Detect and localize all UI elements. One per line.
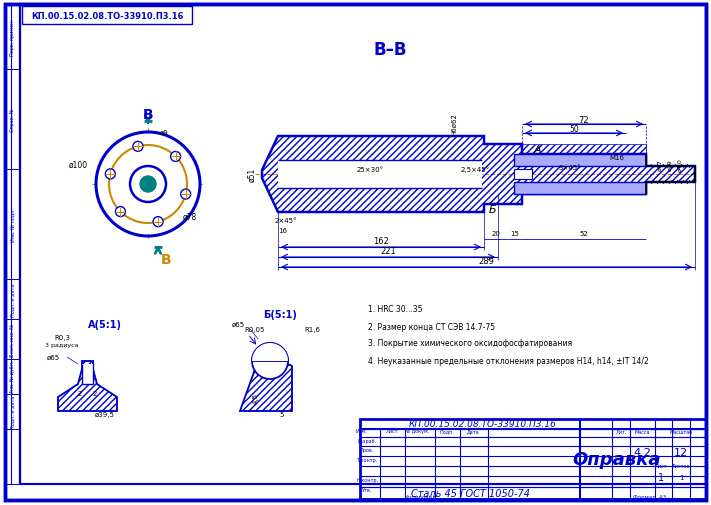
Text: 3×45°: 3×45° — [559, 165, 582, 171]
Text: Разраб.: Разраб. — [358, 439, 377, 443]
Text: № докум.: № докум. — [405, 429, 429, 434]
Text: ø17: ø17 — [658, 159, 663, 171]
Text: 2. Размер конца СТ СЭВ 14.7-75: 2. Размер конца СТ СЭВ 14.7-75 — [368, 322, 495, 331]
Text: КП.00.15.02.08.ТО-33910.П3.16: КП.00.15.02.08.ТО-33910.П3.16 — [409, 420, 557, 429]
Polygon shape — [514, 155, 646, 167]
Text: Подп.: Подп. — [439, 429, 454, 434]
Text: Изм.: Изм. — [356, 429, 367, 434]
Text: 3 радиуса: 3 радиуса — [46, 343, 79, 348]
Polygon shape — [278, 161, 482, 189]
Text: 4. Неуказанные предельные отклонения размеров Н14, h14, ±IT 14/2: 4. Неуказанные предельные отклонения раз… — [368, 356, 648, 365]
Circle shape — [130, 167, 166, 203]
Circle shape — [252, 343, 288, 379]
Text: 2×45°: 2×45° — [274, 218, 297, 224]
Text: Формат  А3: Формат А3 — [634, 494, 667, 499]
Text: А(5:1): А(5:1) — [88, 319, 122, 329]
Text: В–В: В–В — [373, 41, 407, 59]
Text: Подп. и дата: Подп. и дата — [10, 395, 15, 428]
Text: Инв. № подл.: Инв. № подл. — [10, 208, 15, 241]
Text: Н.контр.: Н.контр. — [356, 478, 378, 483]
Text: Листов: Листов — [672, 464, 690, 469]
Text: 1: 1 — [679, 474, 683, 480]
Circle shape — [115, 207, 125, 217]
Polygon shape — [514, 170, 532, 180]
Text: В: В — [143, 108, 154, 122]
Text: 2,5×45°: 2,5×45° — [461, 166, 490, 173]
Text: Оправка: Оправка — [573, 450, 661, 468]
Text: Утв.: Утв. — [362, 487, 372, 492]
Text: 50: 50 — [569, 124, 579, 133]
Text: 25×30°: 25×30° — [356, 167, 383, 173]
Text: 1: 1 — [658, 472, 664, 482]
Text: 1. HRC 30...35: 1. HRC 30...35 — [368, 305, 422, 314]
Text: Б: Б — [488, 205, 496, 215]
Text: Лист: Лист — [386, 429, 398, 434]
Text: 5: 5 — [280, 411, 284, 417]
Circle shape — [105, 170, 115, 180]
Circle shape — [153, 217, 163, 227]
Text: 16: 16 — [279, 228, 287, 233]
Text: 52: 52 — [579, 231, 589, 236]
Text: ø19: ø19 — [668, 159, 673, 171]
Text: Справ. №: Справ. № — [10, 108, 15, 132]
Text: ø9: ø9 — [160, 130, 169, 136]
Text: Лит.: Лит. — [615, 430, 626, 435]
Text: 2: 2 — [77, 390, 82, 396]
Text: Масштаб: Масштаб — [669, 430, 693, 435]
Text: 289: 289 — [478, 257, 494, 266]
Text: 15: 15 — [510, 231, 520, 236]
Circle shape — [96, 133, 200, 236]
Text: ø100: ø100 — [69, 160, 88, 169]
Circle shape — [181, 190, 191, 199]
Text: ø51: ø51 — [247, 168, 257, 182]
Wedge shape — [252, 343, 288, 361]
Text: 4.2: 4.2 — [633, 447, 651, 457]
Text: 2: 2 — [93, 390, 97, 396]
Text: 221: 221 — [380, 247, 396, 256]
Text: R0,3: R0,3 — [54, 334, 70, 340]
Polygon shape — [514, 183, 646, 194]
Text: R0,05: R0,05 — [245, 326, 265, 332]
Text: 72: 72 — [579, 115, 589, 124]
Text: R1,6: R1,6 — [304, 326, 320, 332]
Polygon shape — [82, 364, 93, 384]
Text: Инв. № дубл.: Инв. № дубл. — [10, 360, 15, 393]
Text: ø78: ø78 — [183, 212, 197, 221]
Text: ø65: ø65 — [47, 355, 60, 360]
Text: Дата: Дата — [466, 429, 479, 434]
Text: Б(5:1): Б(5:1) — [263, 310, 297, 319]
Text: Т.контр.: Т.контр. — [356, 458, 378, 463]
Text: Лист: Лист — [655, 464, 667, 469]
Text: М16: М16 — [609, 155, 624, 161]
Text: ø65: ø65 — [232, 321, 245, 327]
Text: Сталь 45 ГОСТ 1050-74: Сталь 45 ГОСТ 1050-74 — [410, 488, 530, 498]
Text: В: В — [161, 252, 171, 267]
Text: 3. Покрытие химического оксидофосфатирования: 3. Покрытие химического оксидофосфатиров… — [368, 339, 572, 348]
Text: КП.00.15.02.08.ТО-33910.П3.16: КП.00.15.02.08.ТО-33910.П3.16 — [31, 12, 183, 21]
Text: 12: 12 — [674, 447, 688, 457]
Text: ø4,0: ø4,0 — [678, 158, 683, 172]
Text: Копировал: Копировал — [404, 494, 436, 499]
Text: 162: 162 — [373, 237, 389, 246]
Text: Пров.: Пров. — [360, 447, 374, 452]
Circle shape — [140, 177, 156, 192]
Text: Масса: Масса — [634, 430, 650, 435]
Text: Взам. инв. №: Взам. инв. № — [10, 323, 15, 356]
Text: ø39,5: ø39,5 — [95, 411, 115, 417]
Bar — [360, 419, 706, 499]
Text: Подп. и дата: Подп. и дата — [10, 283, 15, 316]
Text: Перв. примен.: Перв. примен. — [10, 19, 15, 56]
Text: 4,5: 4,5 — [253, 392, 259, 402]
Bar — [22, 7, 192, 25]
Circle shape — [133, 142, 143, 152]
Circle shape — [171, 152, 181, 162]
Text: А: А — [533, 145, 541, 155]
Text: 20: 20 — [491, 231, 501, 236]
Text: Н6ø62: Н6ø62 — [451, 113, 457, 136]
